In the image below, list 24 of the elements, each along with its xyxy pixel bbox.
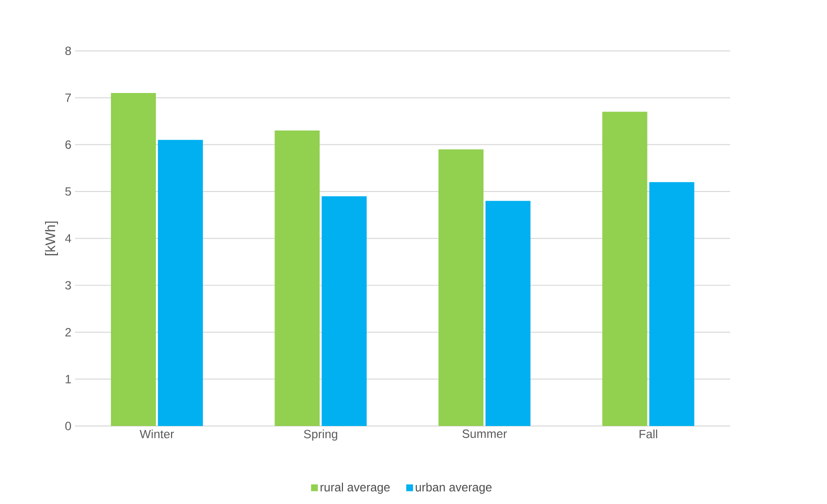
y-tick-label: 0 bbox=[65, 422, 72, 430]
legend-label: urban average bbox=[416, 482, 492, 494]
bar bbox=[274, 130, 320, 426]
bar bbox=[438, 149, 484, 426]
bar bbox=[110, 93, 156, 426]
x-tick-label: Fall bbox=[640, 430, 658, 438]
bar bbox=[485, 200, 530, 426]
y-tick-label: 4 bbox=[65, 234, 72, 243]
x-tick-label: Spring bbox=[304, 430, 338, 441]
y-tick-label: 7 bbox=[65, 94, 71, 102]
y-tick-label: 2 bbox=[65, 328, 71, 336]
bar bbox=[322, 196, 367, 426]
y-tick-label: 6 bbox=[65, 140, 71, 149]
y-tick-label: 1 bbox=[66, 375, 71, 384]
x-tick-label: Winter bbox=[140, 430, 174, 438]
bar bbox=[649, 182, 694, 426]
x-tick-label: Summer bbox=[462, 430, 507, 438]
y-tick-label: 8 bbox=[65, 46, 71, 56]
y-tick-label: 5 bbox=[65, 187, 71, 196]
bar bbox=[158, 140, 203, 426]
bar bbox=[602, 112, 648, 426]
legend-label: rural average bbox=[320, 482, 390, 494]
y-tick-label: 3 bbox=[65, 281, 71, 290]
y-axis-title: [kWh] bbox=[44, 222, 58, 256]
